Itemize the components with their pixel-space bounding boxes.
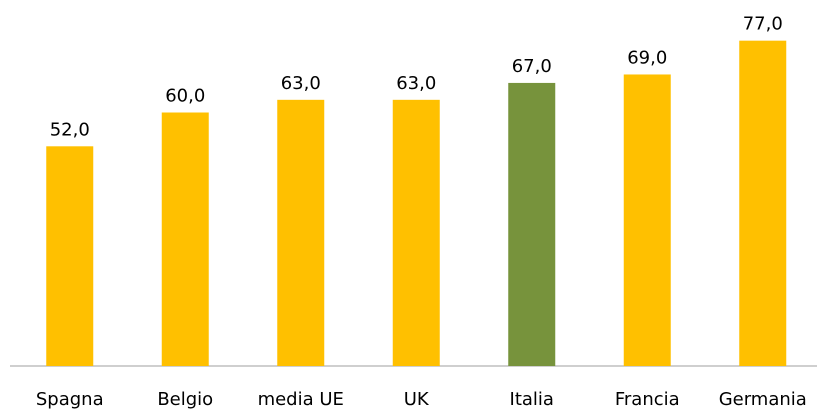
bar bbox=[623, 74, 671, 366]
bar bbox=[508, 82, 556, 367]
x-tick-label: Italia bbox=[510, 389, 554, 410]
value-label: 63,0 bbox=[396, 73, 436, 94]
bar bbox=[46, 146, 94, 366]
x-tick-label: Spagna bbox=[36, 389, 104, 410]
x-tick-label: UK bbox=[404, 389, 430, 410]
value-label: 77,0 bbox=[743, 14, 783, 35]
x-tick-label: Germania bbox=[719, 389, 807, 410]
x-tick-label: Francia bbox=[615, 389, 680, 410]
value-label: 67,0 bbox=[512, 56, 552, 77]
value-label: 60,0 bbox=[165, 86, 205, 107]
bar bbox=[739, 40, 787, 367]
x-tick-label: Belgio bbox=[157, 389, 213, 410]
bar bbox=[392, 99, 440, 366]
bar bbox=[277, 99, 325, 366]
value-label: 63,0 bbox=[281, 73, 321, 94]
bar bbox=[161, 112, 209, 366]
x-tick-label: media UE bbox=[258, 389, 344, 410]
value-label: 69,0 bbox=[627, 47, 667, 68]
value-label: 52,0 bbox=[50, 119, 90, 140]
